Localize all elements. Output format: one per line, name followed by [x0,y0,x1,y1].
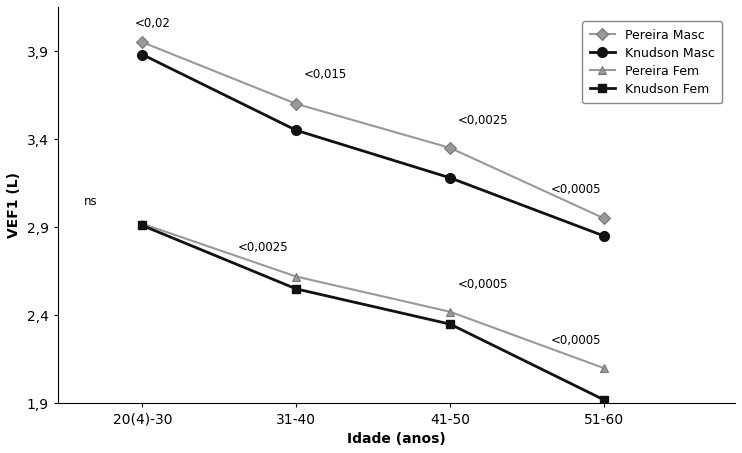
Text: <0,0005: <0,0005 [458,278,508,291]
Pereira Masc [292,101,301,106]
Pereira Masc [446,145,455,151]
Pereira Fem [600,366,608,371]
Text: <0,0025: <0,0025 [458,114,508,127]
X-axis label: Idade (anos): Idade (anos) [347,432,446,446]
Text: <0,0005: <0,0005 [551,334,601,347]
Line: Knudson Masc: Knudson Masc [137,50,609,241]
Pereira Fem [292,274,301,280]
Pereira Masc [600,216,608,221]
Pereira Fem [446,309,455,314]
Knudson Masc [292,128,301,133]
Line: Knudson Fem: Knudson Fem [138,222,608,404]
Text: ns: ns [84,195,97,208]
Legend: Pereira Masc, Knudson Masc, Pereira Fem, Knudson Fem: Pereira Masc, Knudson Masc, Pereira Fem,… [582,21,722,103]
Knudson Masc [446,175,455,181]
Pereira Masc [138,39,147,45]
Knudson Masc [600,233,608,239]
Text: <0,015: <0,015 [304,68,347,81]
Text: <0,0025: <0,0025 [237,241,289,254]
Knudson Fem [600,397,608,403]
Text: <0,0005: <0,0005 [551,183,601,196]
Y-axis label: VEF1 (L): VEF1 (L) [7,172,21,238]
Knudson Fem [138,223,147,228]
Knudson Fem [446,322,455,327]
Line: Pereira Fem: Pereira Fem [138,220,608,372]
Knudson Fem [292,286,301,292]
Pereira Fem [138,221,147,226]
Line: Pereira Masc: Pereira Masc [138,38,608,222]
Text: <0,02: <0,02 [134,17,171,30]
Knudson Masc [138,52,147,57]
